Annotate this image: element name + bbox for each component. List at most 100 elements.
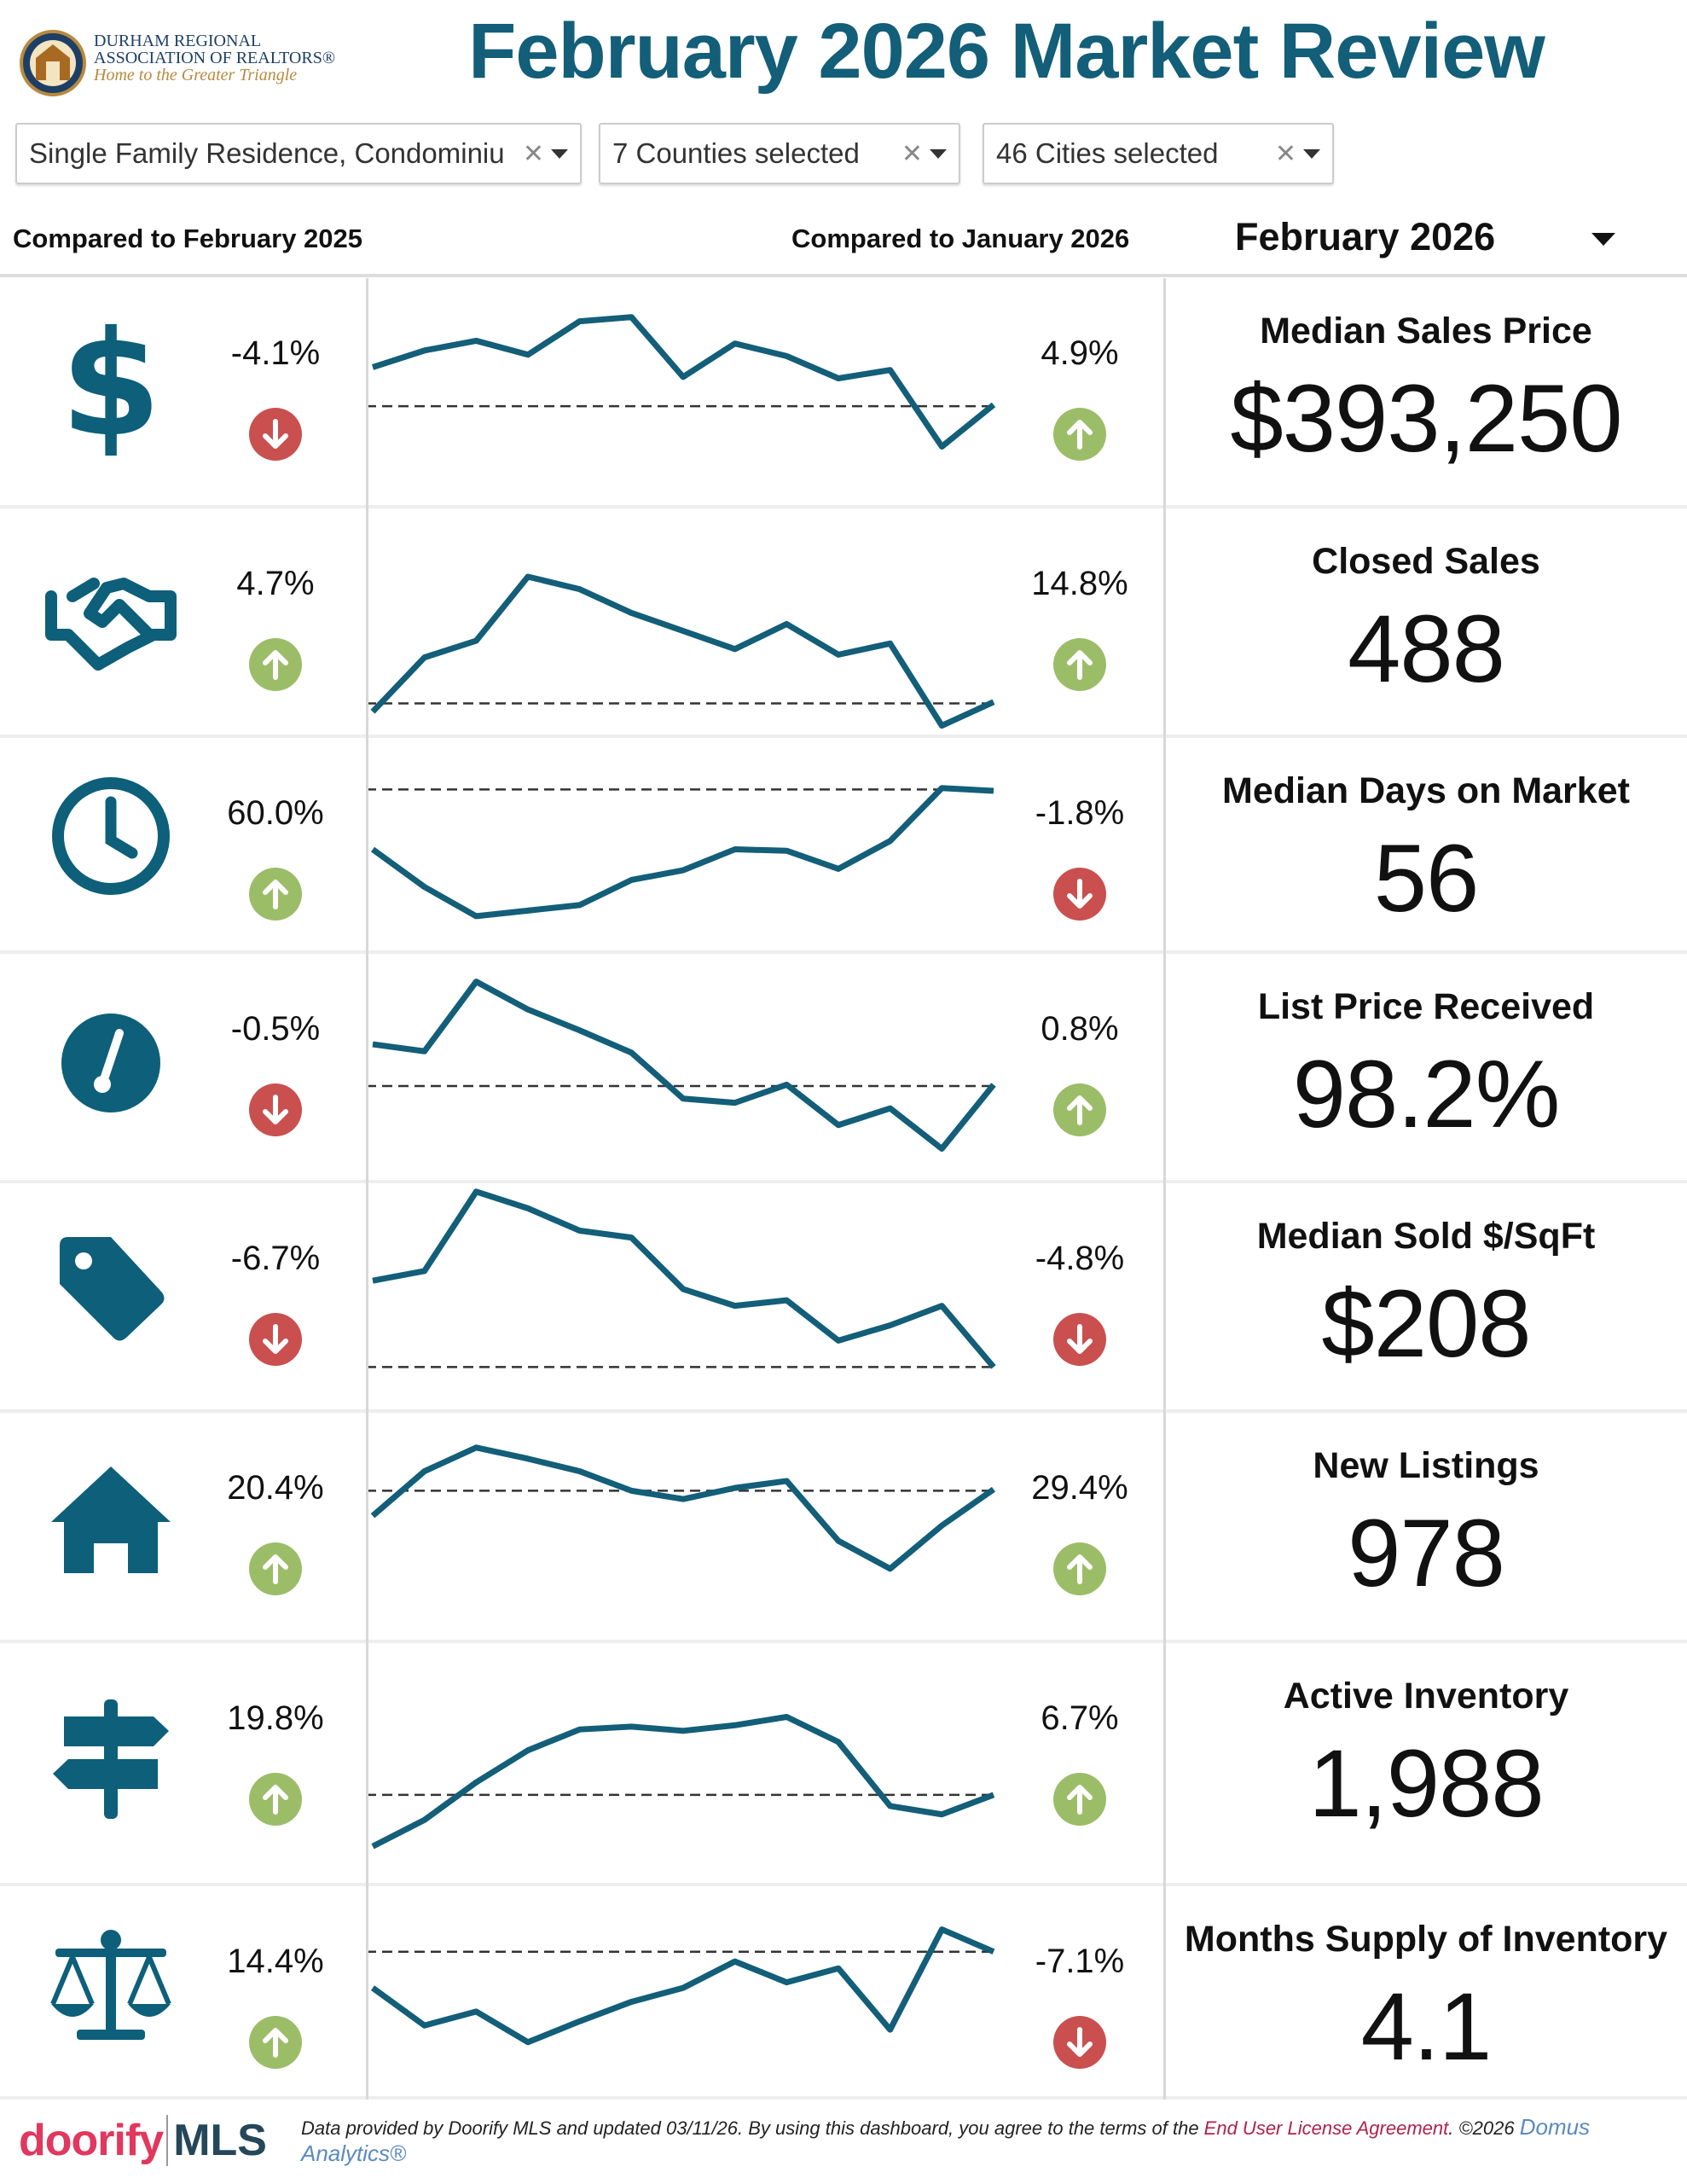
metric-value: $393,250 bbox=[1230, 365, 1622, 472]
trend-line bbox=[371, 1713, 995, 1850]
city-filter[interactable]: 46 Cities selected ✕ bbox=[983, 123, 1334, 184]
arrow-up-icon bbox=[249, 1773, 302, 1826]
mom-change: 29.4% bbox=[1031, 1469, 1128, 1507]
metric-row: 4.7% 14.8% Closed Sales 488 bbox=[0, 508, 1687, 738]
yoy-change: -6.7% bbox=[230, 1240, 321, 1277]
sparkline-chart bbox=[366, 1444, 996, 1572]
clock-icon bbox=[52, 776, 170, 895]
arrow-up-icon bbox=[249, 638, 302, 691]
arrow-up-icon bbox=[249, 2016, 302, 2069]
trend-line bbox=[372, 979, 996, 1152]
yoy-change: 19.8% bbox=[227, 1699, 324, 1737]
dror-logo: DURHAM REGIONAL ASSOCIATION OF REALTORS®… bbox=[19, 29, 351, 97]
divider bbox=[1163, 278, 1166, 2100]
metric-title: Active Inventory bbox=[1283, 1676, 1569, 1716]
logo-tagline: Home to the Greater Triangle bbox=[94, 66, 298, 84]
metric-row: 14.4% -7.1% Months Supply of Inventory 4… bbox=[0, 1886, 1687, 2100]
metric-title: Months Supply of Inventory bbox=[1184, 1919, 1668, 1960]
filter-value: Single Family Residence, Condominiu bbox=[29, 137, 505, 169]
trend-line bbox=[370, 785, 994, 920]
footer: doorify MLS Data provided by Doorify MLS … bbox=[19, 2114, 1682, 2167]
arrow-down-icon bbox=[249, 1313, 302, 1366]
trend-line bbox=[370, 1926, 995, 2046]
metric-value: 4.1 bbox=[1360, 1973, 1493, 2080]
metric-value: 1,988 bbox=[1308, 1730, 1544, 1837]
metric-row: -0.5% 0.8% List Price Received 98.2% bbox=[0, 954, 1687, 1183]
arrow-down-icon bbox=[249, 408, 302, 461]
scale-icon bbox=[50, 1930, 171, 2040]
metric-row: 19.8% 6.7% Active Inventory 1,988 bbox=[0, 1643, 1687, 1886]
eula-link[interactable]: End User License Agreement bbox=[1203, 2117, 1449, 2139]
sparkline-chart bbox=[366, 785, 994, 920]
arrow-down-icon bbox=[1053, 2016, 1106, 2069]
logo-line-2: ASSOCIATION OF REALTORS® bbox=[94, 49, 336, 67]
svg-text:$: $ bbox=[61, 306, 161, 460]
arrow-down-icon bbox=[1053, 868, 1106, 921]
signpost-icon bbox=[53, 1699, 169, 1819]
arrow-up-icon bbox=[1053, 408, 1106, 461]
arrow-down-icon bbox=[249, 1083, 302, 1136]
gauge-icon bbox=[61, 1013, 160, 1112]
divider bbox=[0, 274, 1687, 277]
mom-change: -7.1% bbox=[1035, 1943, 1125, 1980]
chevron-down-icon[interactable] bbox=[551, 148, 568, 159]
compare-month-label: Compared to January 2026 bbox=[791, 224, 1130, 253]
arrow-up-icon bbox=[1053, 1773, 1106, 1826]
chevron-down-icon[interactable] bbox=[1303, 148, 1320, 159]
metric-row: $ -4.1% 4.9% Median Sales Price $393,250 bbox=[0, 278, 1687, 508]
clear-icon[interactable]: ✕ bbox=[522, 139, 544, 168]
arrow-up-icon bbox=[249, 1542, 302, 1595]
mls-logo: MLS bbox=[166, 2115, 267, 2166]
divider bbox=[366, 278, 368, 2100]
chevron-down-icon[interactable] bbox=[1591, 233, 1615, 246]
metric-title: List Price Received bbox=[1257, 986, 1595, 1027]
metric-title: Median Days on Market bbox=[1222, 770, 1630, 811]
metric-title: Closed Sales bbox=[1312, 541, 1540, 582]
period-select[interactable]: February 2026 bbox=[1235, 215, 1496, 258]
mom-change: 0.8% bbox=[1041, 1010, 1119, 1048]
sparkline-chart bbox=[366, 573, 995, 729]
copyright: . ©2026 bbox=[1448, 2117, 1520, 2139]
footer-text: Data provided by Doorify MLS and updated… bbox=[301, 2114, 1682, 2167]
clear-icon[interactable]: ✕ bbox=[901, 139, 923, 168]
mom-change: -4.8% bbox=[1035, 1240, 1125, 1277]
yoy-change: -4.1% bbox=[230, 334, 321, 372]
property-type-filter[interactable]: Single Family Residence, Condominiu ✕ bbox=[15, 123, 582, 184]
yoy-change: -0.5% bbox=[230, 1010, 321, 1048]
metric-row: 60.0% -1.8% Median Days on Market 56 bbox=[0, 738, 1687, 954]
arrow-up-icon bbox=[249, 868, 302, 921]
domus-link[interactable]: Domus Analytics® bbox=[300, 2114, 1591, 2166]
metric-title: New Listings bbox=[1313, 1445, 1539, 1486]
sparkline-chart bbox=[366, 1188, 996, 1369]
doorify-logo: doorify bbox=[19, 2116, 164, 2165]
metric-title: Median Sales Price bbox=[1260, 311, 1592, 351]
filter-value: 46 Cities selected bbox=[996, 137, 1219, 169]
handshake-icon bbox=[45, 577, 177, 671]
metric-value: 98.2% bbox=[1292, 1041, 1561, 1147]
arrow-up-icon bbox=[1053, 1083, 1106, 1136]
dollar-icon: $ bbox=[61, 306, 161, 460]
mom-change: 6.7% bbox=[1041, 1699, 1119, 1737]
arrow-up-icon bbox=[1053, 1542, 1106, 1595]
chevron-down-icon[interactable] bbox=[930, 148, 947, 159]
yoy-change: 20.4% bbox=[227, 1469, 324, 1507]
county-filter[interactable]: 7 Counties selected ✕ bbox=[599, 123, 960, 184]
arrow-down-icon bbox=[1053, 1313, 1106, 1366]
sparkline-chart bbox=[366, 979, 996, 1152]
seal-icon bbox=[20, 30, 86, 96]
house-icon bbox=[51, 1467, 171, 1573]
metric-value: 488 bbox=[1348, 595, 1505, 702]
sparkline-chart bbox=[366, 1926, 995, 2046]
metric-row: -6.7% -4.8% Median Sold $/SqFt $208 bbox=[0, 1183, 1687, 1413]
clear-icon[interactable]: ✕ bbox=[1274, 139, 1296, 168]
sparkline-chart bbox=[366, 314, 996, 450]
metric-value: 978 bbox=[1348, 1500, 1505, 1606]
yoy-change: 14.4% bbox=[227, 1943, 324, 1980]
disclaimer: Data provided by Doorify MLS and updated… bbox=[300, 2117, 1204, 2139]
metric-row: 20.4% 29.4% New Listings 978 bbox=[0, 1413, 1687, 1643]
logo-line-1: DURHAM REGIONAL bbox=[94, 32, 262, 50]
sparkline-chart bbox=[366, 1713, 995, 1850]
compare-year-label: Compared to February 2025 bbox=[13, 224, 363, 253]
arrow-up-icon bbox=[1053, 638, 1106, 691]
trend-line bbox=[371, 314, 996, 450]
